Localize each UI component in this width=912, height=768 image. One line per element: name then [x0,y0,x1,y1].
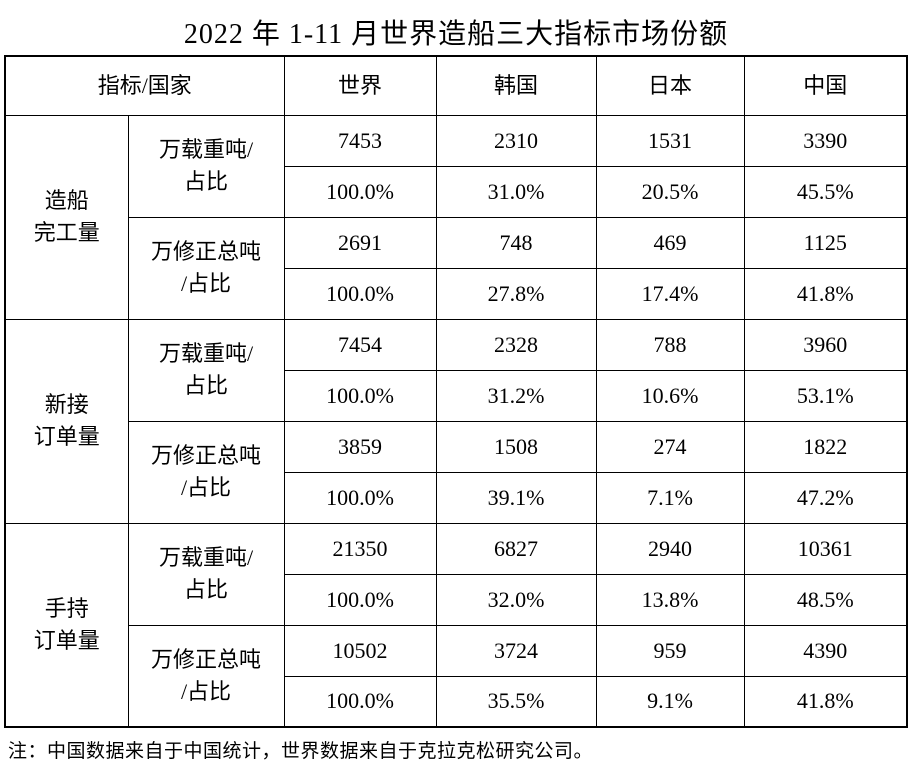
value-cell: 3859 [283,420,437,473]
value-cell: 1508 [435,420,597,473]
share-cell: 100.0% [283,471,437,524]
share-cell: 53.1% [743,369,908,422]
column-header-world: 世界 [283,55,437,116]
table-row: 100.0% 35.5% 9.1% 41.8% [5,675,908,728]
value-cell: 10502 [283,624,437,677]
value-cell: 7453 [283,114,437,167]
value-cell: 2691 [283,216,437,269]
table-row: 万修正总吨 /占比 3859 1508 274 1822 [5,420,908,524]
table-row: 万修正总吨 /占比 10502 3724 959 4390 [5,624,908,728]
value-cell: 3724 [435,624,597,677]
share-cell: 100.0% [283,573,437,626]
metric-label-dwt: 万载重吨/ 占比 [127,114,285,218]
value-cell: 3960 [743,318,908,371]
corner-header: 指标/国家 [4,55,285,116]
share-cell: 17.4% [595,267,745,320]
table-row: 造船 完工量 万载重吨/ 占比 7453 2310 1531 3390 [4,114,908,320]
value-cell: 959 [595,624,745,677]
value-cell: 10361 [743,522,908,575]
share-cell: 47.2% [743,471,908,524]
value-cell: 2940 [595,522,745,575]
column-header-japan: 日本 [595,55,745,116]
metric-label-cgt: 万修正总吨 /占比 [127,624,285,728]
share-cell: 35.5% [435,675,597,728]
table-row: 万修正总吨 /占比 2691 748 469 1125 [5,216,908,320]
table-row: 手持 订单量 万载重吨/ 占比 21350 6827 2940 10361 [4,522,908,728]
share-cell: 13.8% [595,573,745,626]
share-cell: 31.2% [435,369,597,422]
table-row: 新接 订单量 万载重吨/ 占比 7454 2328 788 3960 [4,318,908,524]
page-title: 2022 年 1-11 月世界造船三大指标市场份额 [183,19,729,50]
value-cell: 7454 [283,318,437,371]
value-cell: 1125 [743,216,908,269]
value-cell: 1531 [595,114,745,167]
share-cell: 48.5% [743,573,908,626]
share-cell: 32.0% [435,573,597,626]
metric-label-cgt: 万修正总吨 /占比 [127,420,285,524]
table-row: 100.0% 32.0% 13.8% 48.5% [5,573,908,626]
table-header-row: 指标/国家 世界 韩国 日本 中国 [4,55,908,116]
metric-label-cgt: 万修正总吨 /占比 [127,216,285,320]
value-cell: 2328 [435,318,597,371]
metric-label-dwt: 万载重吨/ 占比 [127,522,285,626]
share-cell: 27.8% [435,267,597,320]
table-row: 100.0% 31.2% 10.6% 53.1% [5,369,908,422]
group-label-order-book: 手持 订单量 [4,522,129,728]
column-header-china: 中国 [743,55,908,116]
share-cell: 45.5% [743,165,908,218]
share-cell: 39.1% [435,471,597,524]
share-cell: 31.0% [435,165,597,218]
source-note: 注：中国数据来自于中国统计，世界数据来自于克拉克松研究公司。 [8,741,594,762]
group-label-new-orders: 新接 订单量 [4,318,129,524]
share-cell: 10.6% [595,369,745,422]
value-cell: 469 [595,216,745,269]
value-cell: 2310 [435,114,597,167]
metric-label-dwt: 万载重吨/ 占比 [127,318,285,422]
value-cell: 748 [435,216,597,269]
share-cell: 100.0% [283,267,437,320]
share-cell: 7.1% [595,471,745,524]
value-cell: 21350 [283,522,437,575]
table-row: 100.0% 39.1% 7.1% 47.2% [5,471,908,524]
share-cell: 100.0% [283,165,437,218]
share-cell: 20.5% [595,165,745,218]
share-cell: 9.1% [595,675,745,728]
value-cell: 1822 [743,420,908,473]
value-cell: 3390 [743,114,908,167]
value-cell: 274 [595,420,745,473]
value-cell: 788 [595,318,745,371]
value-cell: 6827 [435,522,597,575]
value-cell: 4390 [743,624,908,677]
share-cell: 41.8% [743,675,908,728]
share-cell: 100.0% [283,675,437,728]
column-header-korea: 韩国 [435,55,597,116]
group-label-completions: 造船 完工量 [4,114,129,320]
share-cell: 41.8% [743,267,908,320]
share-cell: 100.0% [283,369,437,422]
shipbuilding-indicators-table: 指标/国家 世界 韩国 日本 中国 造船 完工量 万载重吨/ 占比 7453 2… [4,55,908,728]
